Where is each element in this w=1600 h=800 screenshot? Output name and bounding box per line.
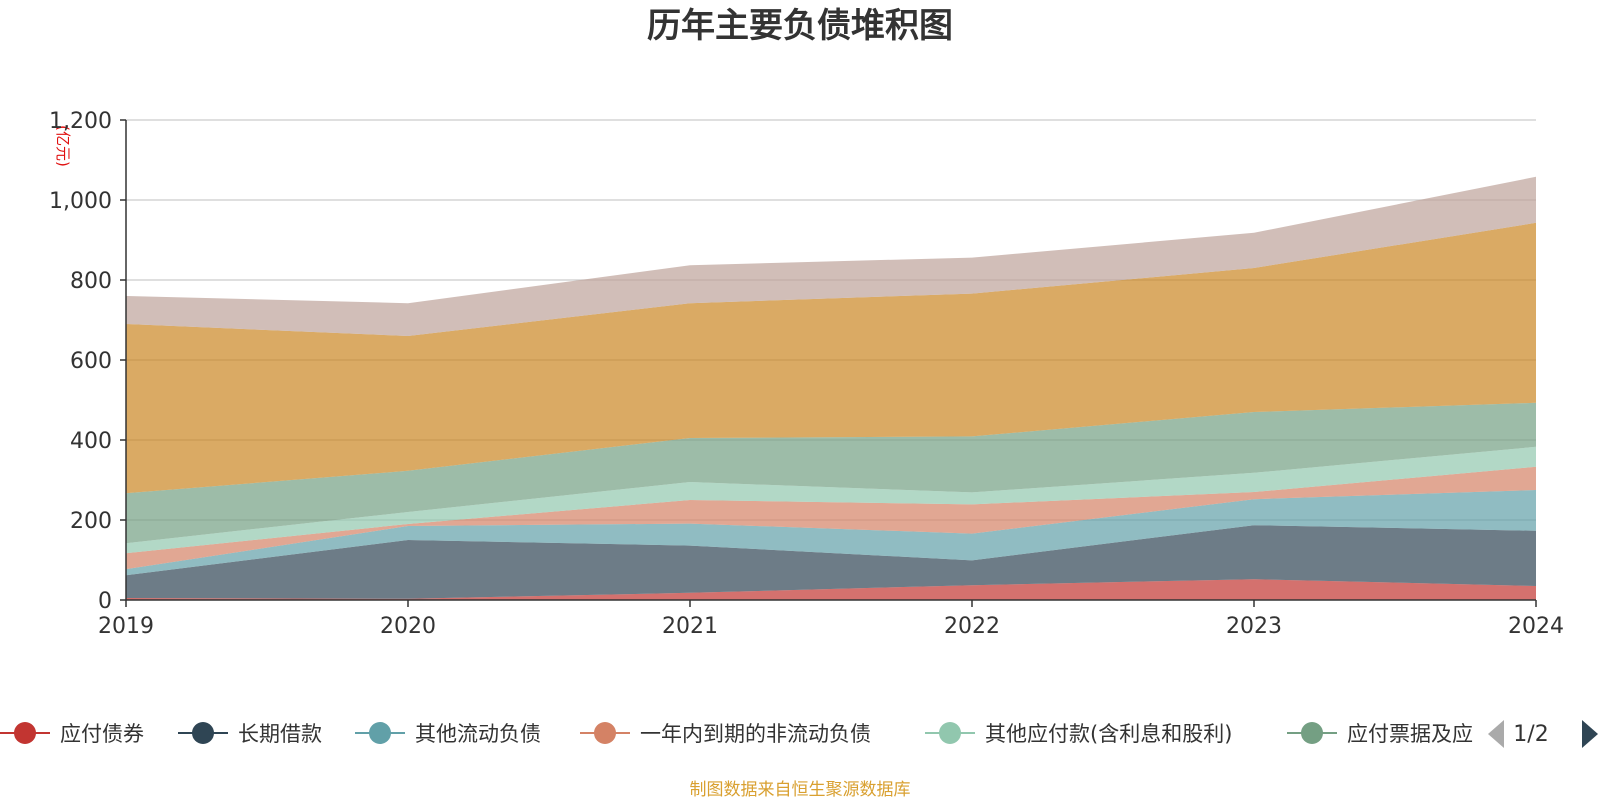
legend-label: 应付票据及应 xyxy=(1347,722,1473,746)
legend-item[interactable]: 其他应付款(含利息和股利) xyxy=(925,722,1232,746)
area-series-3[interactable] xyxy=(126,490,1536,576)
area-series-group xyxy=(126,176,1536,600)
area-series-8[interactable] xyxy=(126,176,1536,336)
area-series-7[interactable] xyxy=(126,222,1536,494)
area-series-1[interactable] xyxy=(126,579,1536,600)
x-tick-label: 2022 xyxy=(944,614,1000,639)
legend-next-page-button[interactable] xyxy=(1582,720,1598,748)
x-tick-label: 2023 xyxy=(1226,614,1282,639)
y-tick-label: 0 xyxy=(98,589,112,614)
x-tick-label: 2019 xyxy=(98,614,154,639)
x-tick-label: 2024 xyxy=(1508,614,1564,639)
legend-marker xyxy=(192,722,214,744)
legend-items: 应付债券 长期借款 其他流动负债 一年内到期的非流动负债 其他应付款(含利息和股利) 应付… xyxy=(0,722,1473,746)
legend-prev-page-button[interactable] xyxy=(1488,720,1504,748)
legend-marker xyxy=(1301,722,1323,744)
x-tick-label: 2021 xyxy=(662,614,718,639)
legend: 应付债券 长期借款 其他流动负债 一年内到期的非流动负债 其他应付款(含利息和股利) 应付… xyxy=(0,720,1598,748)
legend-label: 其他应付款(含利息和股利) xyxy=(985,722,1232,746)
legend-marker xyxy=(939,722,961,744)
area-series-2[interactable] xyxy=(126,525,1536,599)
legend-item[interactable]: 长期借款 xyxy=(178,722,322,746)
legend-item[interactable]: 应付债券 xyxy=(0,722,144,746)
legend-item[interactable]: 一年内到期的非流动负债 xyxy=(580,722,871,746)
y-tick-label: 800 xyxy=(70,269,112,294)
source-note: 制图数据来自恒生聚源数据库 xyxy=(690,780,911,800)
axes: 0 200 400 600 800 1,000 1,200 2019 2020 2021 2022 2… xyxy=(49,109,1564,639)
y-tick-label: 1,200 xyxy=(49,109,112,134)
y-tick-label: 1,000 xyxy=(49,189,112,214)
legend-label: 应付债券 xyxy=(60,722,144,746)
legend-label: 一年内到期的非流动负债 xyxy=(640,722,871,746)
legend-marker xyxy=(594,722,616,744)
area-series-6[interactable] xyxy=(126,402,1536,544)
y-axis-unit-label: (亿元) xyxy=(54,125,72,167)
legend-item[interactable]: 应付票据及应 xyxy=(1287,722,1473,746)
y-tick-label: 400 xyxy=(70,429,112,454)
x-tick-label: 2020 xyxy=(380,614,436,639)
chart-title: 历年主要负债堆积图 xyxy=(647,6,953,46)
legend-label: 长期借款 xyxy=(238,722,322,746)
y-tick-label: 200 xyxy=(70,509,112,534)
y-tick-label: 600 xyxy=(70,349,112,374)
legend-page-indicator: 1/2 xyxy=(1513,722,1548,747)
legend-marker xyxy=(369,722,391,744)
legend-item[interactable]: 其他流动负债 xyxy=(355,722,541,746)
area-series-4[interactable] xyxy=(126,466,1536,570)
legend-marker xyxy=(14,722,36,744)
area-series-5[interactable] xyxy=(126,446,1536,554)
legend-label: 其他流动负债 xyxy=(415,722,541,746)
